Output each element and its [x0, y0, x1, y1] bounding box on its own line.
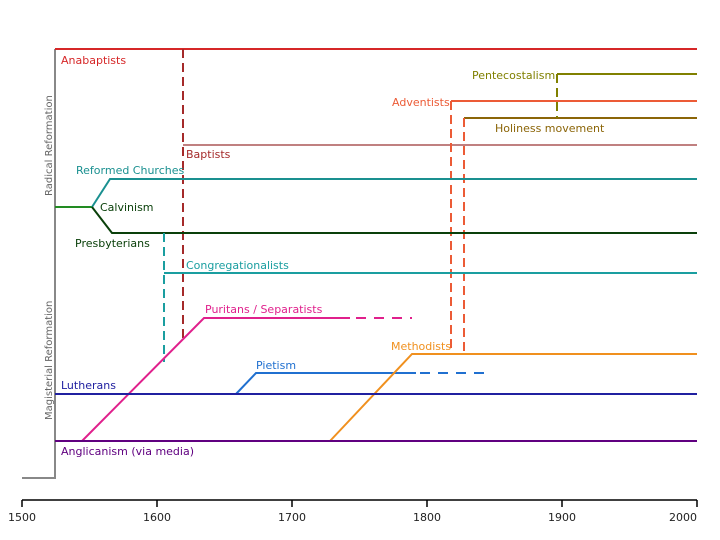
pentecostalism-label: Pentecostalism — [472, 69, 555, 82]
puritans-label: Puritans / Separatists — [205, 303, 323, 316]
tick-label: 1800 — [413, 511, 441, 524]
branch-presbyterians: Presbyterians — [75, 206, 697, 250]
branch-calvinism: Calvinism — [55, 201, 154, 214]
trunk-line — [22, 49, 56, 479]
tick-label: 1500 — [8, 511, 36, 524]
adventists-label: Adventists — [392, 96, 450, 109]
congregationalists-label: Congregationalists — [186, 259, 289, 272]
holiness-label: Holiness movement — [495, 122, 605, 135]
tick-label: 2000 — [669, 511, 697, 524]
branch-anglicanism: Anglicanism (via media) — [55, 440, 697, 458]
branch-holiness: Holiness movement — [463, 117, 697, 354]
tick-label: 1700 — [278, 511, 306, 524]
branch-pentecostalism: Pentecostalism — [472, 69, 697, 118]
tick-label: 1600 — [143, 511, 171, 524]
radical-reformation-label: Radical Reformation — [44, 95, 55, 196]
pietism-label: Pietism — [256, 359, 296, 372]
reformed-line — [91, 178, 697, 208]
anglicanism-label: Anglicanism (via media) — [61, 445, 194, 458]
trunk — [22, 49, 56, 479]
puritans-line — [81, 317, 350, 442]
tick-label: 1900 — [548, 511, 576, 524]
anabaptists-label: Anabaptists — [61, 54, 126, 67]
magisterial-reformation-label: Magisterial Reformation — [44, 301, 55, 420]
baptists-label: Baptists — [186, 148, 231, 161]
branch-methodists: Methodists — [329, 340, 697, 442]
branch-pietism: Pietism — [235, 359, 492, 395]
presbyterians-label: Presbyterians — [75, 237, 150, 250]
branch-baptists: Baptists — [182, 49, 697, 340]
methodists-label: Methodists — [391, 340, 451, 353]
presbyterians-line — [91, 206, 697, 234]
reformed-label: Reformed Churches — [76, 164, 185, 177]
time-axis: 1500 1600 1700 1800 1900 2000 — [8, 499, 698, 524]
branch-reformed: Reformed Churches — [76, 164, 697, 208]
branch-congregationalists: Congregationalists — [163, 233, 697, 362]
branch-adventists: Adventists — [392, 96, 697, 354]
branch-anabaptists: Anabaptists — [55, 48, 697, 67]
methodists-line — [329, 353, 697, 442]
branch-lutherans: Lutherans — [55, 379, 697, 395]
calvinism-label: Calvinism — [100, 201, 154, 214]
lutherans-label: Lutherans — [61, 379, 116, 392]
branch-puritans: Puritans / Separatists — [81, 303, 412, 442]
pietism-line — [235, 372, 416, 395]
